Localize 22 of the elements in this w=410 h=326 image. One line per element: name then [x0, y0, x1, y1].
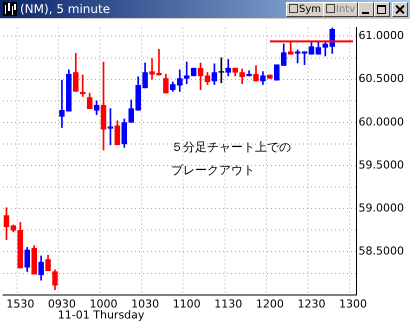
- annotation: ブレークアウト: [170, 162, 255, 177]
- y-tick-label: 61.0000: [358, 29, 404, 42]
- y-tick-label: 58.5000: [358, 244, 404, 258]
- x-tick-label: 1230: [297, 297, 326, 310]
- x-tick-label: 1530: [6, 297, 34, 310]
- x-tick-label: 1000: [90, 297, 118, 310]
- chart-title: (NM), 5 minute: [20, 1, 110, 17]
- checkbox-button: Intv: [323, 2, 358, 17]
- annotation: ５分足チャート上での: [170, 140, 291, 154]
- y-tick-label: 60.5000: [358, 72, 404, 86]
- checkbox-button: Sym: [286, 2, 324, 17]
- x-tick-label: 1030: [131, 297, 160, 310]
- x-tick-label: 1200: [256, 297, 284, 310]
- x-tick-label: 1100: [172, 297, 201, 310]
- x-tick-label: 0930: [48, 297, 76, 310]
- y-tick-label: 59.0000: [358, 201, 404, 214]
- text: 11-01 Thursday: [58, 308, 145, 322]
- y-tick-label: 59.5000: [358, 158, 404, 172]
- x-tick-label: 1300: [339, 297, 368, 310]
- y-tick-label: 60.0000: [358, 115, 404, 128]
- candlestick: [149, 58, 155, 80]
- x-tick-label: 1130: [214, 297, 242, 310]
